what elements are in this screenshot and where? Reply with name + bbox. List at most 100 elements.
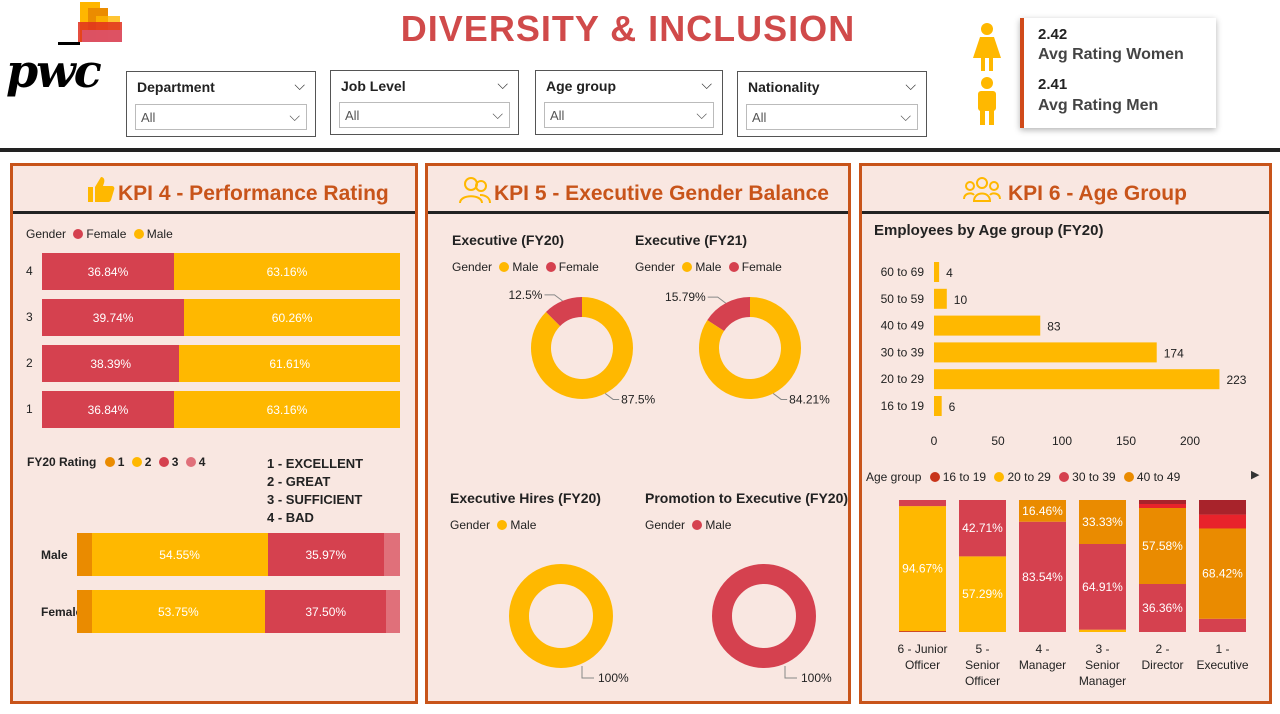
kpi4-panel: KPI 4 - Performance Rating Gender Female…: [10, 163, 418, 704]
category-label: 16 to 19: [881, 399, 925, 413]
rating2-legend-dot: [131, 457, 142, 467]
chevron-down-icon[interactable]: ⌵: [905, 77, 916, 93]
stack-segment: [899, 500, 946, 507]
leader-line: [707, 296, 727, 304]
category-label: 1 -: [1215, 642, 1229, 656]
thumbs-up-icon: [88, 177, 115, 202]
donut-slice-female: [545, 297, 583, 327]
filter-value: All: [752, 110, 767, 125]
data-label: 83.54%: [1022, 570, 1063, 584]
kpi6-panel: KPI 6 - Age Group Employees by Age group…: [859, 163, 1272, 704]
data-label: 223: [1226, 373, 1246, 387]
filter-dropdown[interactable]: All ⌵: [746, 104, 918, 130]
female-legend-dot: [728, 262, 739, 272]
bar-segment: 63.16%: [173, 391, 400, 428]
header-divider: [0, 148, 1280, 152]
category-label: 5 -: [975, 642, 989, 656]
executive-hires-donut: 100%: [509, 564, 629, 685]
employees-by-age-chart: 60 to 69 4 50 to 59 10 40 to 49 83 30 to 39 174…: [881, 262, 1247, 448]
group-icon: [963, 177, 1001, 202]
legend-item: Male: [705, 518, 732, 532]
category-label: 4: [26, 264, 33, 278]
rating-key-item: 3 - SUFFICIENT: [267, 492, 363, 507]
legend-item: 16 to 19: [942, 470, 987, 484]
leader-line: [784, 666, 797, 679]
age3039-legend-dot: [1059, 472, 1070, 482]
age-bar: [934, 396, 942, 416]
category-label: 60 to 69: [881, 265, 925, 279]
category-label: 4 -: [1035, 642, 1049, 656]
pwc-logo-mark: [58, 2, 122, 45]
donut-slice-male: [699, 297, 801, 399]
data-label: 33.33%: [1082, 515, 1123, 529]
x-tick-label: 150: [1116, 434, 1136, 448]
age4049-legend-dot: [1123, 472, 1134, 482]
stack-segment: [1199, 618, 1246, 632]
filter-nationality[interactable]: Nationality ⌵ All ⌵: [737, 71, 927, 137]
kpi5-panel: KPI 5 - Executive Gender Balance Executi…: [425, 163, 851, 704]
data-label: 64.91%: [1082, 580, 1123, 594]
chevron-down-icon[interactable]: ⌵: [497, 76, 508, 92]
legend-title: Gender: [635, 260, 676, 274]
executive-fy21-donut: 15.79% 84.21%: [665, 290, 830, 406]
chevron-down-icon[interactable]: ⌵: [294, 77, 305, 93]
category-label: 30 to 39: [881, 345, 925, 359]
chevron-down-icon[interactable]: ⌵: [701, 76, 712, 92]
legend-title: Gender: [645, 518, 686, 532]
legend-item: 40 to 49: [1136, 470, 1181, 484]
data-label: 42.71%: [962, 521, 1003, 535]
bar-segment: 61.61%: [179, 345, 400, 382]
leader-line: [604, 393, 620, 400]
leader-line: [772, 393, 788, 400]
filter-label: Department: [137, 79, 215, 95]
category-label: 1: [26, 402, 33, 416]
legend-item: Female: [86, 227, 127, 241]
avg-rating-men-value: 2.41: [1038, 76, 1068, 93]
avg-rating-women-value: 2.42: [1038, 26, 1068, 43]
age-bar: [934, 315, 1041, 336]
filter-label: Job Level: [341, 78, 406, 94]
rating-key-item: 4 - BAD: [267, 510, 314, 525]
pwc-logo-text: pwc: [6, 44, 102, 98]
filter-dropdown[interactable]: All ⌵: [135, 104, 307, 130]
performance-rating-chart: 4 36.84% 63.16% 3 39.74% 60.26% 2 38.39% 61.61% 1…: [13, 246, 415, 431]
filter-job-level[interactable]: Job Level ⌵ All ⌵: [330, 70, 519, 135]
male-legend-dot: [133, 229, 144, 239]
filter-age-group[interactable]: Age group ⌵ All ⌵: [535, 70, 723, 135]
legend-scroll-arrow-icon[interactable]: ▶: [1251, 469, 1260, 481]
legend-item: Male: [695, 260, 722, 274]
filter-value: All: [141, 110, 156, 125]
bar-segment: [77, 590, 92, 633]
stack-segment: [1019, 521, 1066, 632]
rating4-legend-dot: [185, 457, 196, 467]
filter-dropdown[interactable]: All ⌵: [544, 102, 714, 128]
donut-slice-female: [707, 297, 751, 332]
kpi4-title-divider: [13, 211, 415, 214]
male-legend-dot: [682, 262, 693, 272]
bar-segment: 53.75%: [91, 590, 266, 633]
category-label: Director: [1141, 658, 1183, 672]
bar-segment: 54.55%: [91, 533, 268, 576]
x-tick-label: 0: [931, 434, 938, 448]
fy20-rating-chart: Male 54.55% 35.97% Female 53.75% 37.50%: [13, 528, 415, 643]
executive-fy20-donut: 12.5% 87.5%: [508, 288, 655, 407]
filter-department[interactable]: Department ⌵ All ⌵: [126, 71, 316, 137]
kpi5-title: KPI 5 - Executive Gender Balance: [494, 182, 829, 205]
bar-segment: 38.39%: [42, 345, 180, 382]
filter-dropdown[interactable]: All ⌵: [339, 102, 510, 128]
data-label: 15.79%: [665, 290, 706, 304]
category-label: 6 - Junior: [897, 642, 947, 656]
legend-title: Gender: [452, 260, 493, 274]
stack-segment: [1199, 500, 1246, 515]
data-label: 100%: [801, 671, 832, 685]
legend-item: 4: [198, 455, 206, 469]
donut-legend: Gender Male Female: [452, 260, 599, 274]
rating3-legend-dot: [158, 457, 169, 467]
male-legend-dot: [499, 262, 510, 272]
rating1-legend-dot: [104, 457, 115, 467]
age-bar: [934, 369, 1220, 390]
legend-item: Female: [558, 260, 599, 274]
age1619-legend-dot: [929, 472, 940, 482]
stack-segment: [899, 506, 946, 632]
bar-segment: 36.84%: [42, 391, 174, 428]
